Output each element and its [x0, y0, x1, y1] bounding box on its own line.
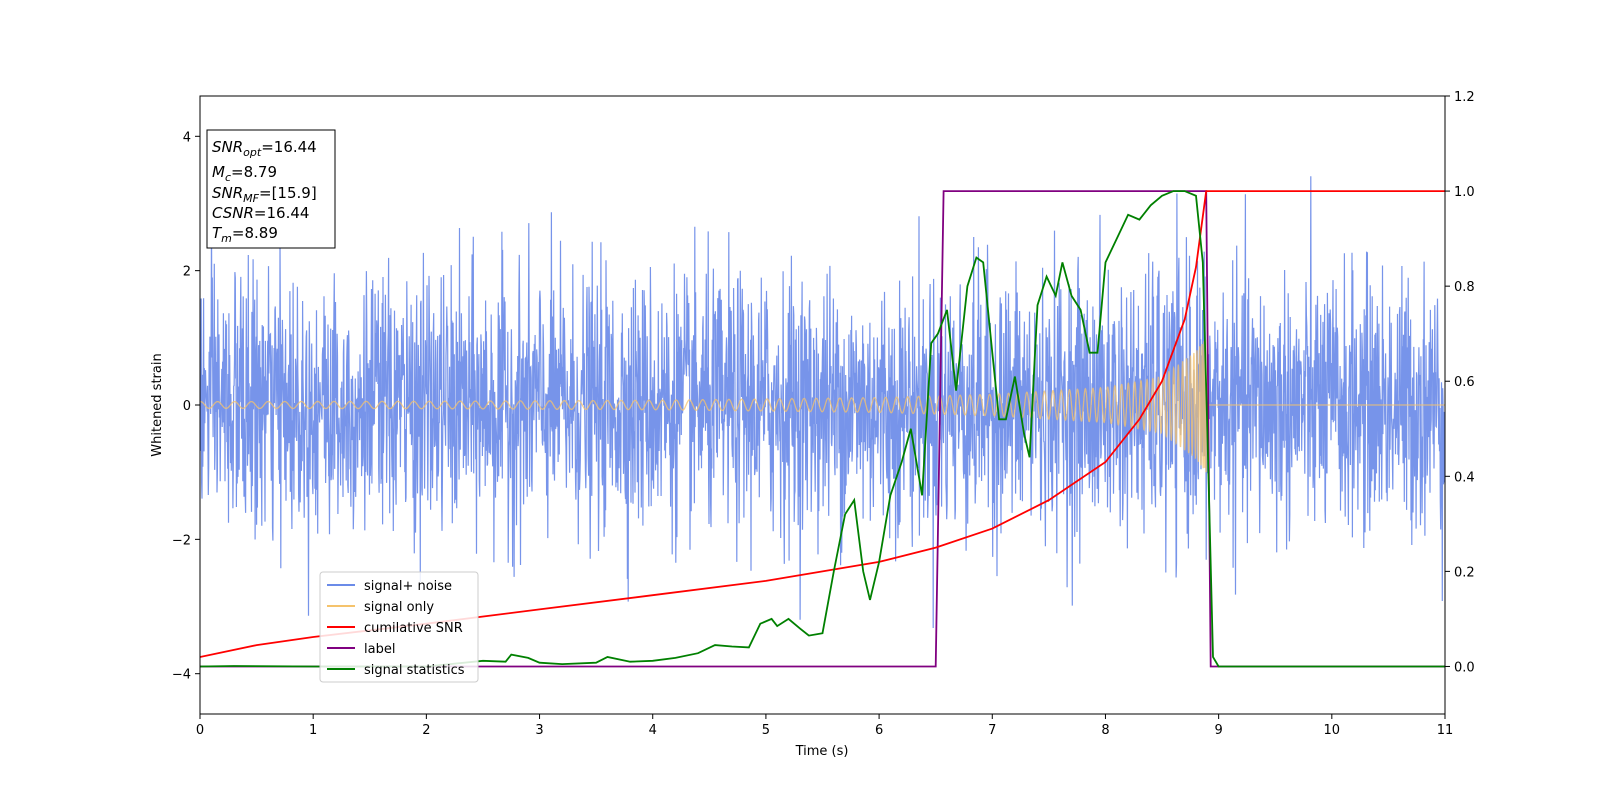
info-tm: Tm=8.89	[212, 224, 278, 245]
y2-tick-label: 1.0	[1454, 185, 1475, 200]
y2-tick-label: 0.2	[1454, 565, 1475, 580]
y2-tick-label: 0.4	[1454, 470, 1475, 485]
series-signal-statistics	[200, 190, 1445, 668]
legend-item-signal-only: signal only	[327, 600, 434, 615]
legend-item-label: label	[327, 642, 395, 657]
x-tick-label: 0	[196, 723, 204, 738]
y2-tick-label: 0.6	[1454, 375, 1475, 390]
x-axis-label: Time (s)	[795, 744, 849, 759]
x-tick-label: 11	[1437, 723, 1454, 738]
x-tick-label: 10	[1324, 723, 1341, 738]
legend-label: signal+ noise	[364, 579, 452, 594]
y-axis-left: −4 −2 0 2 4	[172, 130, 200, 683]
y-axis-right: 0.0 0.2 0.4 0.6 0.8 1.0 1.2	[1445, 90, 1475, 675]
y-tick-label: 4	[183, 130, 191, 145]
x-tick-label: 4	[649, 723, 657, 738]
info-snr-opt: SNRopt=16.44	[212, 138, 317, 159]
info-box-frame	[206, 129, 336, 249]
y2-tick-label: 0.8	[1454, 280, 1475, 295]
x-tick-label: 6	[875, 723, 883, 738]
y2-tick-label: 1.2	[1454, 90, 1475, 105]
legend-label: cumilative SNR	[364, 621, 463, 636]
legend-item-signal-noise: signal+ noise	[327, 579, 452, 594]
info-mc: Mc=8.79	[212, 163, 277, 184]
legend-label: signal only	[364, 600, 434, 615]
y-tick-label: 0	[183, 399, 191, 414]
legend-label: label	[364, 642, 395, 657]
x-tick-label: 1	[309, 723, 317, 738]
legend-item-signal-statistics: signal statistics	[327, 663, 465, 678]
legend: signal+ noise signal only cumilative SNR…	[319, 571, 479, 683]
series-signal-noise	[200, 176, 1445, 629]
y-axis-label: Whitened strain	[150, 353, 165, 456]
series-signal-only	[200, 339, 1445, 473]
info-box: SNRopt=16.44 Mc=8.79 SNRMF=[15.9] CSNR=1…	[206, 129, 336, 249]
x-tick-label: 3	[535, 723, 543, 738]
x-tick-label: 9	[1214, 723, 1222, 738]
legend-frame	[319, 571, 479, 683]
y-tick-label: 2	[183, 265, 191, 280]
y-tick-label: −4	[172, 668, 191, 683]
x-tick-label: 5	[762, 723, 770, 738]
x-tick-label: 2	[422, 723, 430, 738]
y2-tick-label: 0.0	[1454, 660, 1475, 675]
x-tick-label: 7	[988, 723, 996, 738]
info-csnr: CSNR=16.44	[212, 204, 309, 222]
legend-label: signal statistics	[364, 663, 465, 678]
legend-item-cumulative-snr: cumilative SNR	[327, 621, 463, 636]
info-snr-mf: SNRMF=[15.9]	[212, 184, 317, 205]
x-tick-label: 8	[1101, 723, 1109, 738]
x-axis: 0 1 2 3 4 5 6 7 8 9 10 11	[196, 714, 1453, 738]
y-tick-label: −2	[172, 533, 191, 548]
